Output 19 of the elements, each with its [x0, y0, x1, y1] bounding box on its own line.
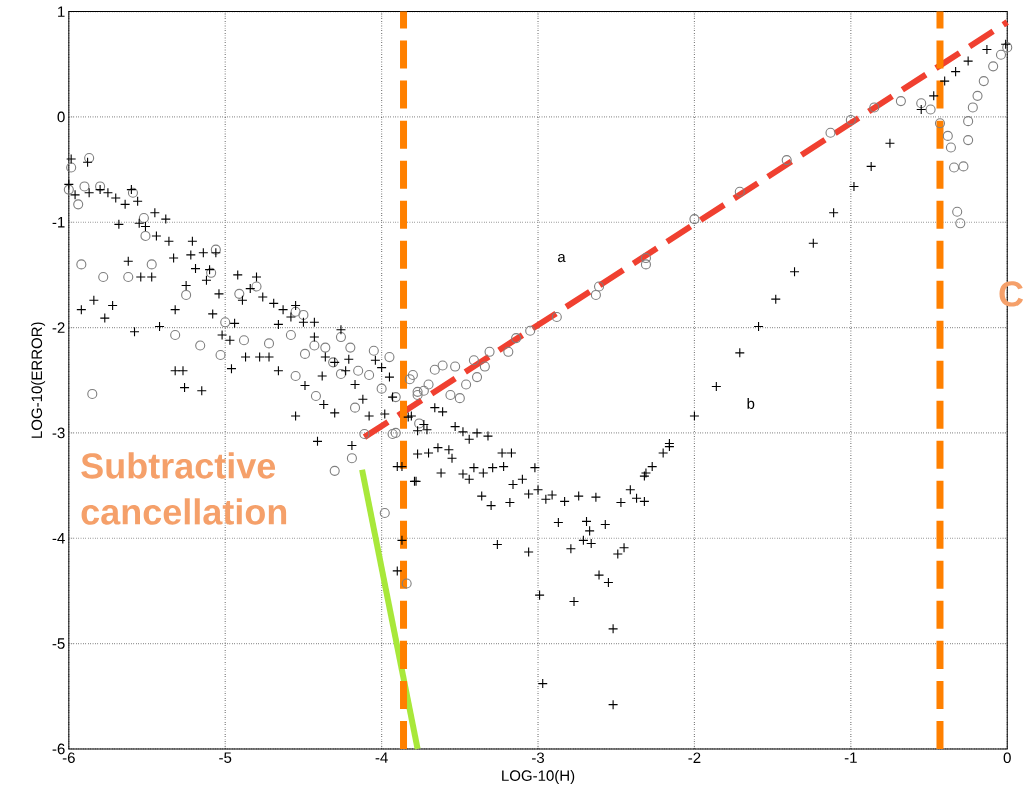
annotation: a	[557, 254, 566, 263]
x-tick-label: -2	[688, 752, 701, 763]
y-tick-label: -5	[52, 638, 65, 649]
x-axis-title: LOG-10(H)	[502, 770, 575, 784]
y-tick-label: -4	[52, 533, 65, 544]
x-tick-label: -4	[375, 752, 388, 763]
y-tick-label: -1	[52, 217, 65, 228]
y-tick-label: -6	[52, 743, 65, 755]
annotation: b	[747, 397, 755, 409]
x-tick-label: 0	[1003, 752, 1011, 764]
x-tick-label: -5	[219, 752, 232, 763]
x-tick-label: -1	[844, 752, 857, 763]
x-tick-label: -3	[532, 752, 545, 764]
annotation: Subtractive cancellation	[81, 452, 287, 525]
y-tick-label: -3	[52, 427, 65, 439]
y-tick-label: -2	[52, 322, 65, 333]
y-tick-label: 0	[57, 111, 65, 123]
y-tick-label: 1	[58, 6, 65, 17]
y-axis-title: LOG-10(ERROR)	[31, 322, 46, 438]
